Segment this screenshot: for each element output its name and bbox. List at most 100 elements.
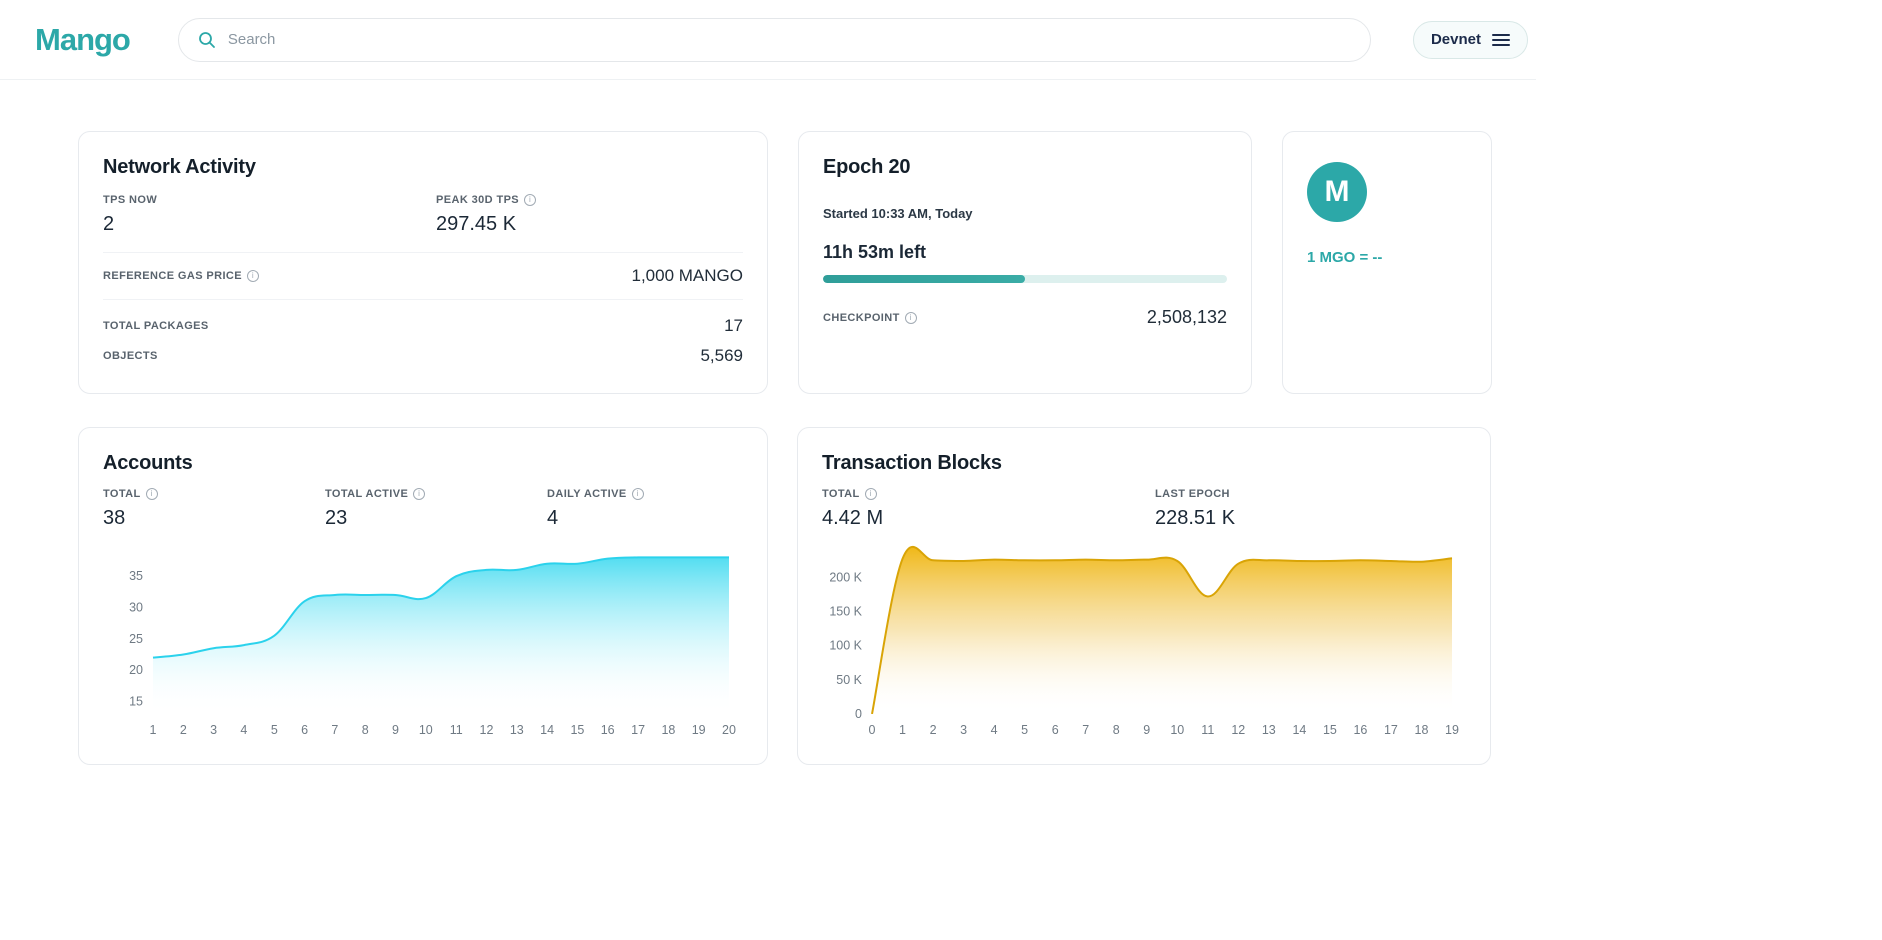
svg-text:17: 17 (1384, 723, 1398, 737)
svg-text:0: 0 (855, 707, 862, 721)
epoch-time-left: 11h 53m left (823, 242, 927, 262)
svg-text:18: 18 (661, 723, 675, 737)
svg-text:16: 16 (1353, 723, 1367, 737)
peak-tps-label: PEAK 30D TPS i (436, 194, 743, 206)
total-packages-value: 17 (724, 316, 743, 335)
svg-text:150 K: 150 K (829, 605, 862, 619)
tx-total-label: TOTAL i (822, 488, 1155, 500)
svg-text:30: 30 (129, 601, 143, 615)
checkpoint-value: 2,508,132 (1146, 307, 1227, 327)
svg-text:7: 7 (1082, 723, 1089, 737)
svg-text:15: 15 (1323, 723, 1337, 737)
objects-row: OBJECTS 5,569 (103, 346, 743, 366)
svg-text:7: 7 (331, 723, 338, 737)
accounts-card: Accounts TOTAL i 38 TOTAL ACTIVE i (78, 427, 768, 765)
svg-text:12: 12 (1231, 723, 1245, 737)
accounts-total-active-stat: TOTAL ACTIVE i 23 (325, 488, 547, 530)
svg-text:200 K: 200 K (829, 570, 862, 584)
svg-text:4: 4 (991, 723, 998, 737)
logo[interactable]: Mango (35, 21, 131, 57)
svg-text:25: 25 (129, 632, 143, 646)
accounts-total-label-text: TOTAL (103, 488, 141, 500)
svg-text:20: 20 (129, 663, 143, 677)
total-packages-label: TOTAL PACKAGES (103, 320, 209, 332)
svg-text:5: 5 (1021, 723, 1028, 737)
svg-text:20: 20 (722, 723, 736, 737)
bottom-row: Accounts TOTAL i 38 TOTAL ACTIVE i (78, 427, 1536, 765)
info-icon[interactable]: i (631, 488, 644, 500)
checkpoint-row: CHECKPOINT i 2,508,132 (823, 307, 1227, 328)
svg-text:14: 14 (1292, 723, 1306, 737)
mgo-rate: 1 MGO = -- (1307, 249, 1383, 266)
epoch-progress-fill (823, 275, 1025, 283)
info-icon[interactable]: i (524, 194, 537, 206)
epoch-title: Epoch 20 (823, 156, 911, 178)
peak-tps-value: 297.45 K (436, 213, 517, 235)
svg-text:13: 13 (510, 723, 524, 737)
objects-label: OBJECTS (103, 350, 158, 362)
svg-text:9: 9 (1143, 723, 1150, 737)
svg-text:11: 11 (450, 723, 463, 737)
svg-text:8: 8 (362, 723, 369, 737)
search-input[interactable] (227, 31, 1352, 48)
gas-price-label-text: REFERENCE GAS PRICE (103, 270, 243, 282)
search-bar[interactable] (177, 17, 1371, 62)
svg-text:100 K: 100 K (829, 639, 862, 653)
svg-text:9: 9 (392, 723, 399, 737)
svg-text:13: 13 (1262, 723, 1276, 737)
accounts-daily-active-value: 4 (547, 507, 559, 529)
header: Mango Devnet (0, 0, 1536, 80)
network-activity-stats: TPS NOW 2 PEAK 30D TPS i 297.45 K (103, 194, 743, 236)
accounts-daily-active-stat: DAILY ACTIVE i 4 (547, 488, 769, 530)
dashboard: Network Activity TPS NOW 2 PEAK 30D TPS … (0, 80, 1536, 765)
svg-text:1: 1 (150, 723, 157, 737)
network-label: Devnet (1430, 31, 1481, 48)
accounts-daily-active-label: DAILY ACTIVE i (547, 488, 769, 500)
svg-text:0: 0 (869, 723, 876, 737)
transaction-blocks-card: Transaction Blocks TOTAL i 4.42 M LAST E… (797, 427, 1491, 765)
transaction-blocks-stats: TOTAL i 4.42 M LAST EPOCH 228.51 K (822, 488, 1466, 530)
svg-text:16: 16 (601, 723, 615, 737)
epoch-started: Started 10:33 AM, Today (823, 206, 973, 221)
info-icon[interactable]: i (413, 488, 426, 500)
info-icon[interactable]: i (247, 270, 260, 282)
divider (103, 299, 743, 300)
accounts-total-active-value: 23 (325, 507, 348, 529)
svg-text:3: 3 (210, 723, 217, 737)
info-icon[interactable]: i (145, 488, 158, 500)
svg-text:10: 10 (1170, 723, 1184, 737)
accounts-daily-active-label-text: DAILY ACTIVE (547, 488, 627, 500)
gas-price-value: 1,000 MANGO (631, 266, 744, 285)
peak-tps-label-text: PEAK 30D TPS (436, 194, 520, 206)
checkpoint-label-text: CHECKPOINT (823, 311, 900, 324)
network-selector-button[interactable]: Devnet (1412, 20, 1528, 59)
top-row: Network Activity TPS NOW 2 PEAK 30D TPS … (78, 131, 1536, 394)
svg-text:8: 8 (1113, 723, 1120, 737)
tx-total-label-text: TOTAL (822, 488, 860, 500)
tx-last-epoch-value: 228.51 K (1155, 507, 1236, 529)
svg-text:2: 2 (930, 723, 937, 737)
epoch-progress-bar (823, 275, 1227, 283)
app: Mango Devnet Network Activity (0, 0, 1536, 765)
tx-last-epoch-label: LAST EPOCH (1155, 488, 1230, 500)
network-activity-card: Network Activity TPS NOW 2 PEAK 30D TPS … (78, 131, 768, 394)
tps-now-value: 2 (103, 213, 115, 235)
accounts-chart: 15 20 25 30 35 1 2 3 4 5 6 7 8 9 10 11 12 13 14 15 16 17 18 19 2… (103, 542, 743, 740)
accounts-total-active-label-text: TOTAL ACTIVE (325, 488, 409, 500)
info-icon[interactable]: i (904, 311, 917, 324)
divider (103, 252, 743, 253)
svg-text:1: 1 (899, 723, 906, 737)
accounts-total-value: 38 (103, 507, 126, 529)
svg-text:15: 15 (129, 695, 143, 709)
info-icon[interactable]: i (864, 488, 877, 500)
svg-text:19: 19 (692, 723, 706, 737)
network-activity-title: Network Activity (103, 156, 256, 178)
svg-text:3: 3 (960, 723, 967, 737)
svg-text:5: 5 (271, 723, 278, 737)
mgo-coin-icon: M (1307, 162, 1367, 222)
checkpoint-label: CHECKPOINT i (823, 311, 917, 324)
tps-now-stat: TPS NOW 2 (103, 194, 436, 236)
svg-text:35: 35 (129, 569, 143, 583)
tps-now-label: TPS NOW (103, 194, 158, 206)
accounts-total-label: TOTAL i (103, 488, 325, 500)
